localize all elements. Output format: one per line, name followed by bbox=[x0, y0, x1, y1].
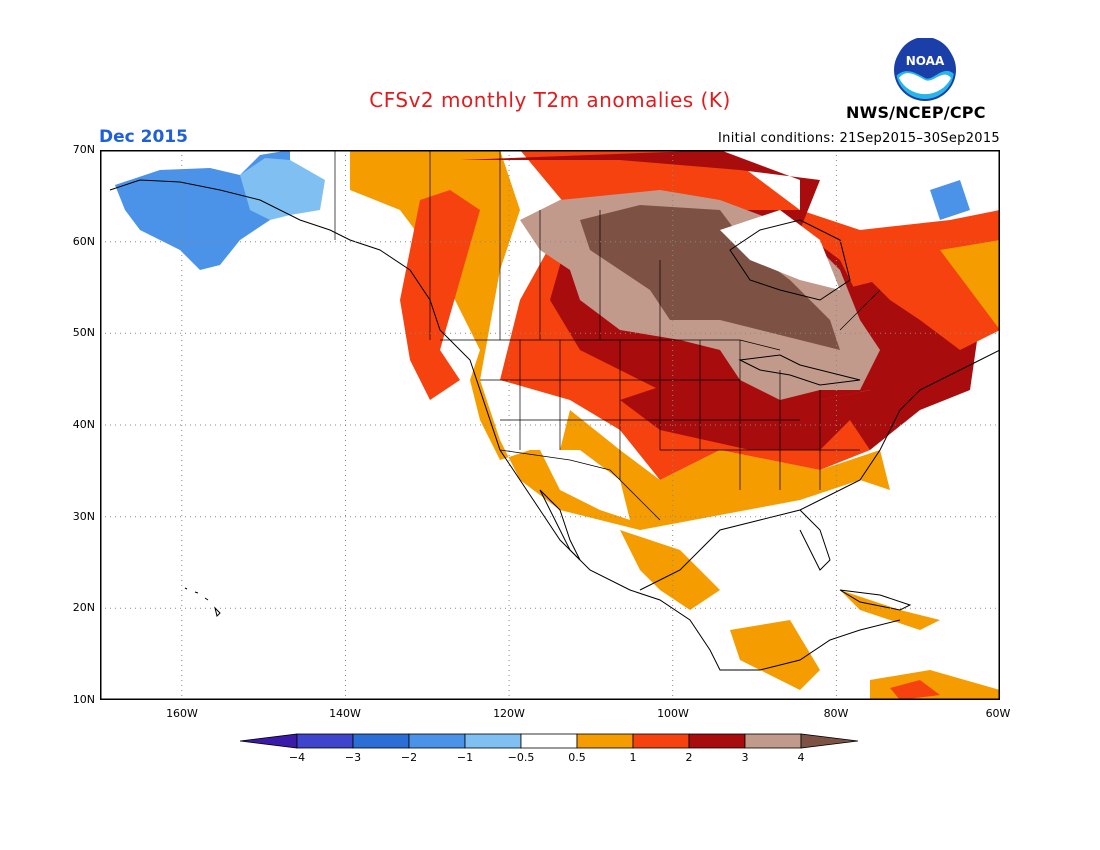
colorbar-segment bbox=[408, 733, 466, 749]
lat-label-30n: 30N bbox=[72, 510, 95, 523]
quebec-red-anomaly bbox=[840, 230, 1000, 350]
baja-coastline bbox=[539, 489, 581, 561]
lat-label-20n: 20N bbox=[72, 601, 95, 614]
us-state-lines bbox=[480, 340, 860, 490]
caribbean-orange-anomaly bbox=[840, 590, 940, 630]
colorbar-label-2: 2 bbox=[685, 751, 693, 764]
forecast-month: Dec 2015 bbox=[99, 127, 188, 147]
colorbar-label-neg2: −2 bbox=[400, 751, 418, 764]
colorbar-label-3: 3 bbox=[741, 751, 749, 764]
noaa-logo-icon: NOAA bbox=[894, 38, 956, 101]
hudson-bay-coastline bbox=[729, 219, 851, 301]
colorbar-label-neg0-5: −0.5 bbox=[507, 751, 535, 764]
canada-province-lines bbox=[429, 150, 881, 340]
map-frame bbox=[100, 150, 1000, 700]
alaska-light-cool-anomaly bbox=[240, 158, 325, 220]
political-borders-layer bbox=[334, 150, 881, 521]
colorbar-arrow-low bbox=[240, 733, 298, 749]
lat-lon-grid bbox=[100, 150, 1000, 700]
hawaii-islands bbox=[184, 587, 221, 617]
central-america-orange-anomaly bbox=[730, 620, 820, 690]
florida-coastline bbox=[799, 509, 831, 571]
lat-label-40n: 40N bbox=[72, 418, 95, 431]
colorbar-segment bbox=[296, 733, 354, 749]
colorbar-label-neg3: −3 bbox=[344, 751, 362, 764]
colorbar-segment bbox=[744, 733, 802, 749]
mexico-orange-anomaly bbox=[620, 530, 720, 610]
anomaly-map bbox=[100, 150, 1000, 700]
colorbar-label-neg4: −4 bbox=[288, 751, 306, 764]
colorbar-arrow-high bbox=[800, 733, 859, 749]
lat-label-60n: 60N bbox=[72, 235, 95, 248]
south-america-red-anomaly bbox=[890, 680, 940, 700]
agency-label: NWS/NCEP/CPC bbox=[846, 103, 986, 122]
southwest-neutral-gap bbox=[540, 450, 630, 520]
lon-label-160w: 160W bbox=[166, 707, 198, 720]
colorbar-segment bbox=[352, 733, 410, 749]
coastline-layer bbox=[109, 179, 1000, 671]
colorbar-segment bbox=[632, 733, 690, 749]
lat-label-10n: 10N bbox=[72, 693, 95, 706]
initial-conditions: Initial conditions: 21Sep2015–30Sep2015 bbox=[718, 131, 1000, 146]
colorbar-label-neg1: −1 bbox=[456, 751, 474, 764]
western-red-anomaly-2 bbox=[400, 190, 480, 400]
colorbar-segment bbox=[688, 733, 746, 749]
chart-title: CFSv2 monthly T2m anomalies (K) bbox=[369, 88, 731, 112]
north-america-coastline bbox=[109, 179, 1000, 671]
western-orange-anomaly bbox=[350, 150, 890, 530]
colorbar-label-0-5: 0.5 bbox=[568, 751, 586, 764]
lon-label-120w: 120W bbox=[493, 707, 525, 720]
hudson-neutral-gap bbox=[720, 210, 840, 290]
lon-label-140w: 140W bbox=[329, 707, 361, 720]
cuba-coastline bbox=[839, 589, 912, 611]
great-lakes-coastline bbox=[738, 354, 861, 386]
colorbar-segment bbox=[576, 733, 634, 749]
lon-label-80w: 80W bbox=[823, 707, 849, 720]
colorbar-label-4: 4 bbox=[797, 751, 805, 764]
lon-label-60w: 60W bbox=[985, 707, 1011, 720]
colorbar-label-1: 1 bbox=[629, 751, 637, 764]
anomaly-fill-layer bbox=[115, 150, 1000, 700]
colorbar-segment bbox=[520, 733, 578, 749]
noaa-logo-text: NOAA bbox=[906, 54, 945, 68]
lon-label-100w: 100W bbox=[657, 707, 689, 720]
us-mexico-border bbox=[499, 449, 661, 521]
labrador-orange-anomaly bbox=[940, 240, 1000, 330]
northeast-darkred-anomaly bbox=[620, 270, 980, 450]
lat-label-70n: 70N bbox=[72, 143, 95, 156]
colorbar-segment bbox=[464, 733, 522, 749]
baffin-cool-anomaly bbox=[930, 180, 970, 220]
lat-label-50n: 50N bbox=[72, 326, 95, 339]
colorbar bbox=[240, 733, 859, 749]
